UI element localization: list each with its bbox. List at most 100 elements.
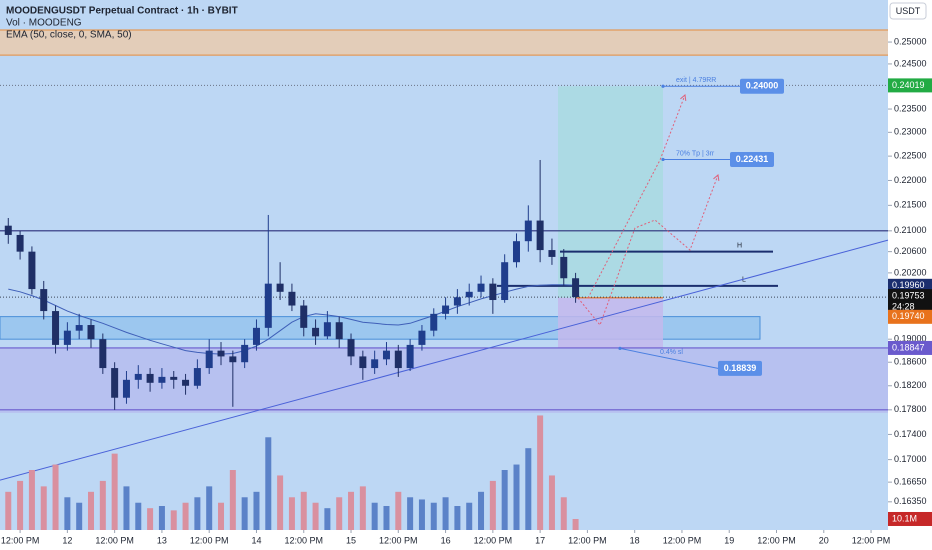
candle-body [229,356,237,363]
candle-body [453,297,461,306]
time-axis-background [0,530,888,550]
x-tick-label: 18 [630,535,640,545]
candle-body [158,376,166,383]
y-tick-label: 0.23500 [894,103,927,113]
x-tick-label: 17 [535,535,545,545]
volume-bar [383,506,390,530]
annotation-text: exit | 4.79RR [676,77,716,84]
candle-body [300,305,308,328]
candle-body [40,289,48,312]
x-tick-label: 12:00 PM [474,535,513,545]
x-tick-label: 12:00 PM [379,535,418,545]
y-tick-label: 0.18600 [894,357,927,367]
x-tick-label: 12:00 PM [1,535,40,545]
zone [0,29,888,56]
volume-bar [407,497,414,530]
price-label: 0.24019 [892,80,925,90]
x-tick-label: 16 [441,535,451,545]
volume-bar [312,502,319,530]
volume-bar [277,475,284,530]
volume-bar [182,502,189,530]
y-tick-label: 0.21500 [894,200,927,210]
level-label: L [742,277,746,284]
x-tick-label: 13 [157,535,167,545]
candle-body [489,283,497,301]
volume-bar [288,497,295,530]
currency-box[interactable] [889,2,927,20]
candle-body [335,322,343,340]
candle-body [347,339,355,357]
annotation-text: 70% Tp | 3rr [676,150,715,157]
currency[interactable]: USDT [896,6,921,16]
volume-bar [158,506,165,530]
price-label: 0.18847 [892,342,925,352]
stop-zone [558,297,663,349]
price-label-box [888,309,932,324]
volume-bar [560,497,567,530]
volume-bar [371,502,378,530]
target-zone [558,86,663,298]
candle-body [63,330,71,345]
volume-bar [359,486,366,530]
x-tick-label: 12:00 PM [663,535,702,545]
y-tick-label: 0.19000 [894,334,927,344]
volume-bar [513,464,520,530]
level-label: H [737,242,742,249]
candle-body [217,350,225,357]
volume-bar [418,499,425,530]
price-label: 0.19740 [892,311,925,321]
price-label: 0.19960 [892,280,925,290]
countdown: 24:28 [892,301,915,311]
chart-title: MOODENGUSDT Perpetual Contract · 1h · BY… [6,6,238,17]
candle-body [241,344,249,363]
volume-bar [466,502,473,530]
y-tick-label: 0.17400 [894,429,927,439]
volume-bar [501,470,508,530]
candle-body [323,322,331,337]
price-label-box [888,78,932,93]
y-tick-label: 0.25000 [894,36,927,46]
x-tick-label: 12:00 PM [852,535,891,545]
annotation-text: 0.4% sl [660,349,683,356]
trendline [0,239,889,481]
annotation-box [730,151,774,167]
candle-body [252,327,260,345]
y-tick-label: 0.18200 [894,380,927,390]
x-tick-label: 12:00 PM [95,535,134,545]
volume-bar [5,491,12,530]
layers: 0.25000 0.24500 0.23500 0.23000 0.22500 0.220… [0,29,932,545]
candle-body [394,350,402,369]
y-tick-label: 0.16350 [894,496,927,506]
volume-bar [194,497,201,530]
volume-bar [64,497,71,530]
x-tick-label: 12:00 PM [284,535,323,545]
volume-bar [241,497,248,530]
candle-body [548,250,556,257]
candle-body [52,311,60,345]
x-tick-label: 14 [251,535,261,545]
volume-title: Vol · MOODENG [6,18,82,29]
candle-body [418,330,426,345]
price-label-box [888,340,932,355]
annotation-box [740,78,784,94]
candle-body [264,283,272,328]
volume-bar [454,506,461,530]
volume-bar [430,502,437,530]
ema-line [8,284,576,355]
annotation-dot [661,84,665,88]
volume-bar [300,491,307,530]
volume-bar [28,470,35,530]
candle-body [430,313,438,331]
annotation-value: 0.18839 [724,363,757,373]
volume-bar [99,480,106,530]
candle-body [276,283,284,292]
projection-arrowhead [713,174,720,182]
volume-bar [88,491,95,530]
candle-body [170,376,178,380]
candle-body [111,368,119,398]
y-tick-label: 0.17800 [894,404,927,414]
volume-bar [170,510,177,530]
volume-bar [123,486,130,530]
candle-body [312,327,320,337]
volume-bar [324,508,331,530]
